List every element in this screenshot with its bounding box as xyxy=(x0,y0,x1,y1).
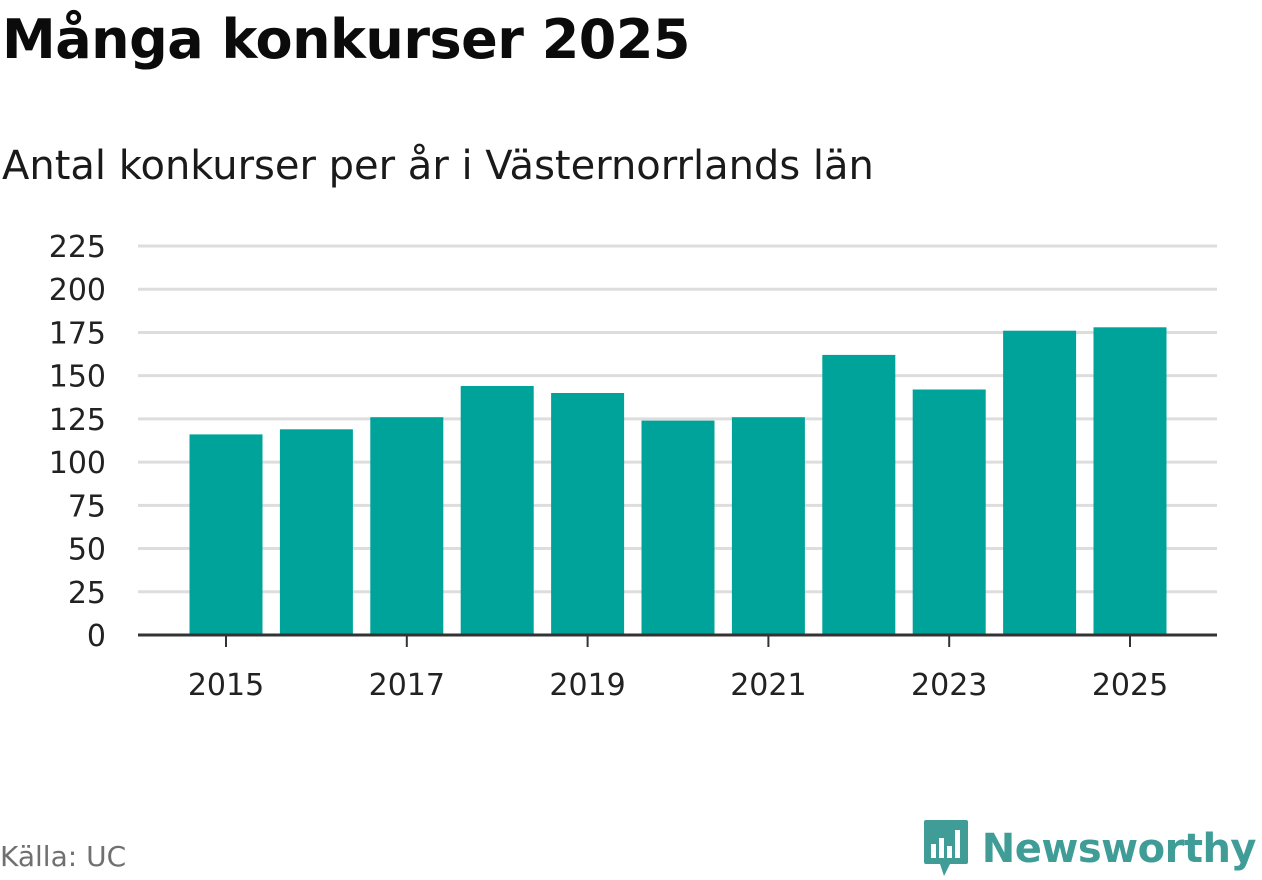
y-tick-label: 200 xyxy=(49,273,106,308)
bar-2025 xyxy=(1093,327,1167,635)
newsworthy-logo[interactable]: Newsworthy xyxy=(922,818,1257,880)
x-axis-ticks: 2015 2017 2019 2021 2023 2025 xyxy=(188,635,1168,703)
brand-name: Newsworthy xyxy=(981,826,1257,872)
bar-2016 xyxy=(279,429,353,635)
y-tick-label: 75 xyxy=(68,489,106,524)
y-axis-ticks: 0 25 50 75 100 125 150 175 200 225 xyxy=(49,230,106,654)
bar-2020 xyxy=(641,420,715,635)
y-tick-label: 0 xyxy=(87,619,106,654)
bar-2021 xyxy=(731,417,805,635)
bar-2024 xyxy=(1003,330,1077,635)
x-tick-label: 2017 xyxy=(369,668,445,703)
x-tick-label: 2021 xyxy=(730,668,806,703)
bar-2022 xyxy=(822,354,896,635)
y-tick-label: 175 xyxy=(49,316,106,351)
bar-2018 xyxy=(460,386,534,635)
bar-2023 xyxy=(912,389,986,635)
y-tick-label: 150 xyxy=(49,360,106,395)
bars xyxy=(189,327,1167,635)
y-tick-label: 125 xyxy=(49,403,106,438)
newsworthy-chart-icon xyxy=(923,820,968,876)
y-tick-label: 225 xyxy=(49,230,106,265)
chart-title: Många konkurser 2025 xyxy=(2,8,691,71)
bar-2017 xyxy=(370,417,444,635)
source-note: Källa: UC xyxy=(0,840,127,873)
chart-subtitle: Antal konkurser per år i Västernorrlands… xyxy=(2,143,874,189)
x-tick-label: 2023 xyxy=(911,668,987,703)
x-tick-label: 2025 xyxy=(1092,668,1168,703)
y-tick-label: 100 xyxy=(49,446,106,481)
y-tick-label: 25 xyxy=(68,576,106,611)
x-tick-label: 2015 xyxy=(188,668,264,703)
bar-2019 xyxy=(551,393,625,635)
y-tick-label: 50 xyxy=(68,533,106,568)
x-tick-label: 2019 xyxy=(549,668,625,703)
bar-2015 xyxy=(189,434,263,635)
